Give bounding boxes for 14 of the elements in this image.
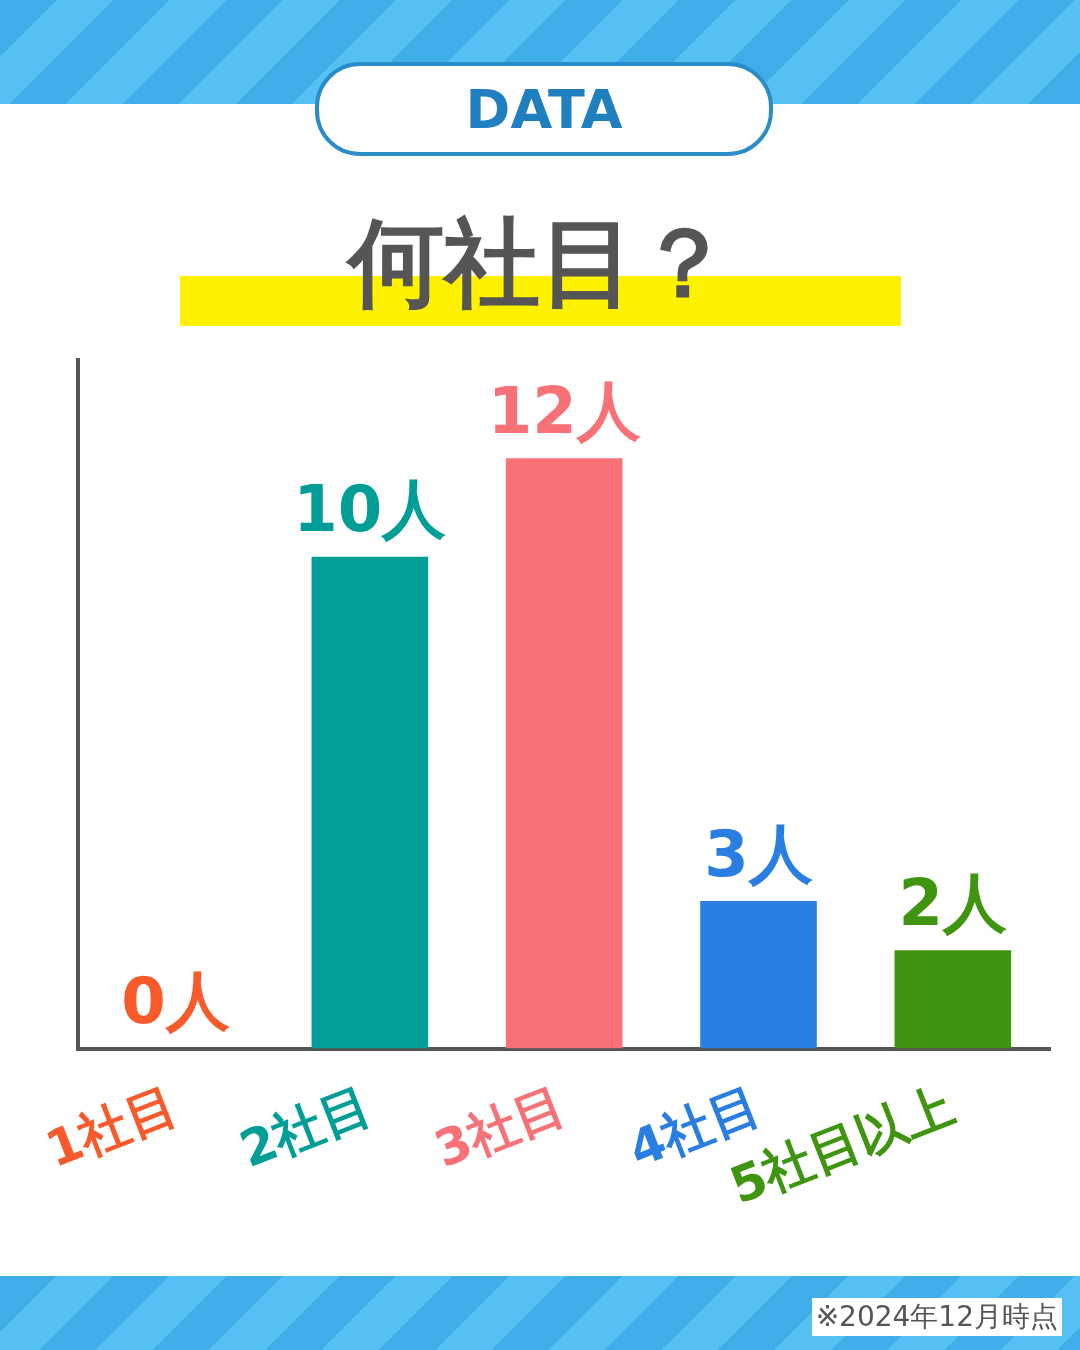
bar	[505, 458, 623, 1049]
data-label: 10人	[293, 472, 447, 547]
data-label: 12人	[487, 373, 641, 448]
x-tick-label: 1社目	[37, 1075, 185, 1179]
bar	[700, 901, 817, 1049]
data-label: 3人	[704, 816, 813, 891]
bar	[894, 950, 1012, 1049]
bar	[311, 556, 429, 1049]
data-label: 2人	[898, 865, 1008, 940]
data-label: 0人	[121, 964, 230, 1039]
x-tick-label: 2社目	[232, 1075, 379, 1179]
text: ※2024年12月時点	[811, 1298, 1062, 1336]
x-tick-label: 3社目	[426, 1075, 574, 1179]
chart-subtitle: DATA	[315, 62, 773, 156]
